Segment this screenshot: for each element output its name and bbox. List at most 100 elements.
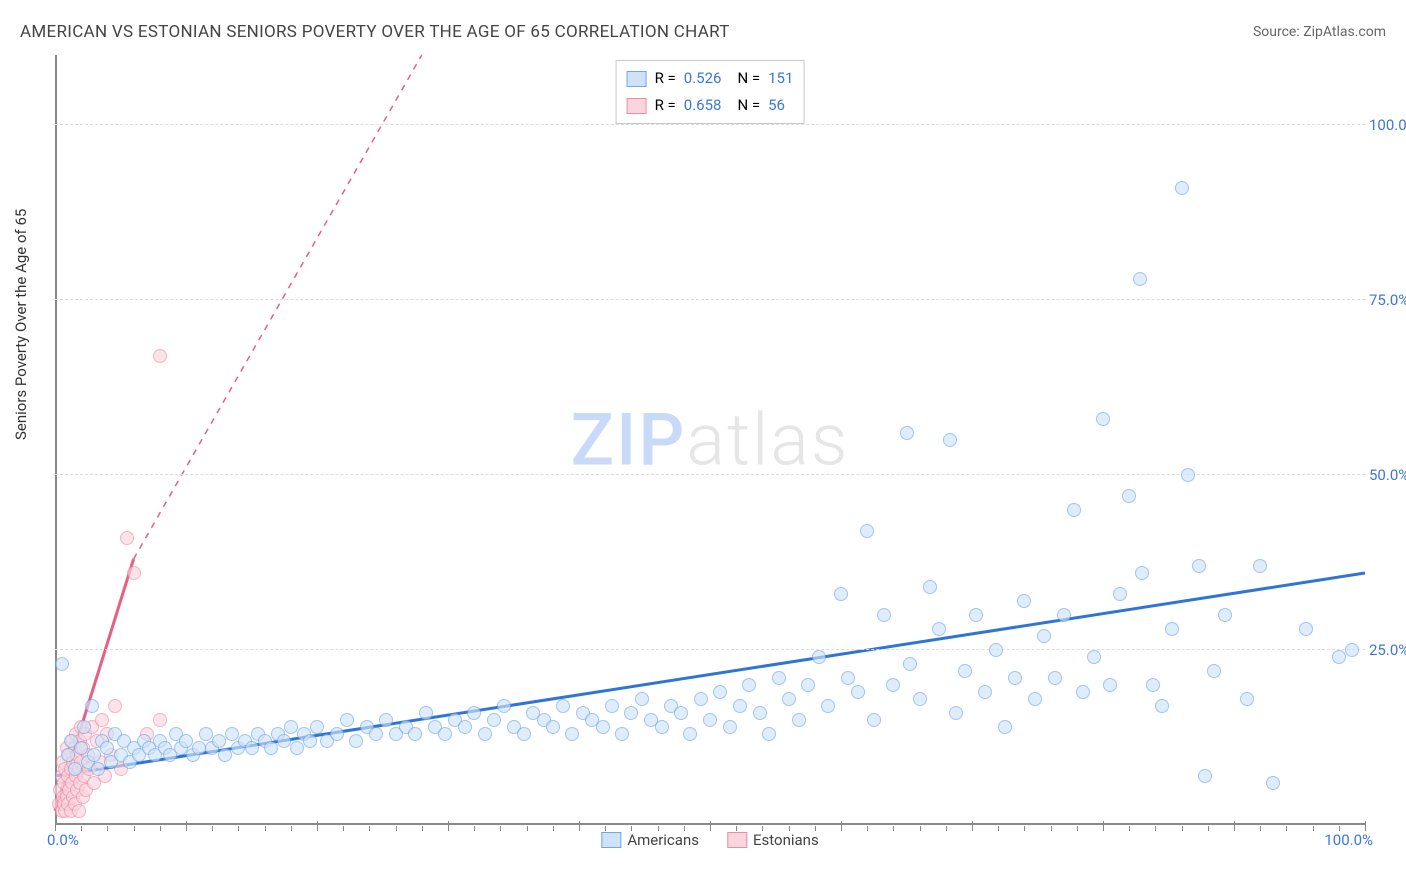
x-tick: [1286, 826, 1287, 831]
american-point: [100, 741, 114, 755]
american-point: [958, 664, 972, 678]
x-tick: [238, 826, 239, 831]
estonian-point: [72, 804, 86, 818]
r-value-estonians: 0.658: [684, 92, 722, 119]
american-point: [1345, 643, 1359, 657]
x-tick: [631, 826, 632, 831]
american-point: [277, 734, 291, 748]
x-tick: [841, 821, 842, 831]
american-point: [467, 706, 481, 720]
swatch-estonians-icon: [727, 832, 747, 848]
x-tick: [972, 821, 973, 831]
x-tick: [946, 826, 947, 831]
y-tick-label: 50.0%: [1369, 466, 1406, 484]
x-tick: [1365, 821, 1366, 831]
x-tick: [736, 826, 737, 831]
american-point: [812, 650, 826, 664]
american-point: [245, 741, 259, 755]
american-point: [55, 657, 69, 671]
american-point: [596, 720, 610, 734]
x-tick: [789, 826, 790, 831]
american-point: [1076, 685, 1090, 699]
x-tick: [369, 826, 370, 831]
american-point: [1133, 272, 1147, 286]
x-tick: [553, 826, 554, 831]
x-tick: [1313, 826, 1314, 831]
x-tick: [317, 821, 318, 831]
american-point: [742, 678, 756, 692]
american-point: [877, 608, 891, 622]
x-tick-label-min: 0.0%: [47, 831, 79, 849]
legend-item-americans: Americans: [601, 831, 699, 849]
american-point: [792, 713, 806, 727]
american-point: [199, 727, 213, 741]
y-tick-label: 75.0%: [1369, 291, 1406, 309]
american-point: [753, 706, 767, 720]
american-point: [290, 741, 304, 755]
x-tick: [710, 821, 711, 831]
american-point: [713, 685, 727, 699]
american-point: [1218, 608, 1232, 622]
american-point: [867, 713, 881, 727]
american-point: [68, 762, 82, 776]
american-point: [91, 762, 105, 776]
american-point: [615, 727, 629, 741]
x-tick: [343, 826, 344, 831]
american-point: [694, 692, 708, 706]
american-point: [192, 741, 206, 755]
american-point: [1008, 671, 1022, 685]
x-tick: [1208, 826, 1209, 831]
american-point: [605, 699, 619, 713]
estonian-point: [120, 531, 134, 545]
american-point: [1253, 559, 1267, 573]
gridline: [55, 649, 1365, 650]
american-point: [782, 692, 796, 706]
american-point: [408, 727, 422, 741]
x-tick-label-max: 100.0%: [1324, 831, 1373, 849]
american-point: [369, 727, 383, 741]
american-point: [998, 720, 1012, 734]
american-point: [900, 426, 914, 440]
american-point: [703, 713, 717, 727]
american-point: [284, 720, 298, 734]
x-tick: [291, 826, 292, 831]
american-point: [77, 720, 91, 734]
x-tick: [920, 826, 921, 831]
chart-title: AMERICAN VS ESTONIAN SENIORS POVERTY OVE…: [20, 22, 730, 42]
estonian-point: [153, 349, 167, 363]
american-point: [851, 685, 865, 699]
american-point: [978, 685, 992, 699]
american-point: [932, 622, 946, 636]
x-tick: [1129, 826, 1130, 831]
american-point: [1181, 468, 1195, 482]
american-point: [565, 727, 579, 741]
swatch-americans: [627, 71, 647, 87]
x-tick: [107, 826, 108, 831]
n-value-estonians: 56: [768, 92, 785, 119]
x-tick: [265, 826, 266, 831]
x-tick: [1155, 826, 1156, 831]
gridline: [55, 474, 1365, 475]
american-point: [624, 706, 638, 720]
american-point: [1048, 671, 1062, 685]
american-point: [733, 699, 747, 713]
x-tick: [1260, 826, 1261, 831]
x-tick: [762, 826, 763, 831]
x-tick: [474, 826, 475, 831]
american-point: [487, 713, 501, 727]
american-point: [1037, 629, 1051, 643]
american-point: [821, 699, 835, 713]
american-point: [1192, 559, 1206, 573]
american-point: [969, 608, 983, 622]
american-point: [349, 734, 363, 748]
american-point: [1113, 587, 1127, 601]
x-tick: [605, 826, 606, 831]
american-point: [772, 671, 786, 685]
x-tick: [396, 826, 397, 831]
n-label: N =: [737, 65, 760, 92]
american-point: [801, 678, 815, 692]
american-point: [1299, 622, 1313, 636]
r-value-americans: 0.526: [684, 65, 722, 92]
estonian-point: [153, 713, 167, 727]
x-tick: [867, 826, 868, 831]
